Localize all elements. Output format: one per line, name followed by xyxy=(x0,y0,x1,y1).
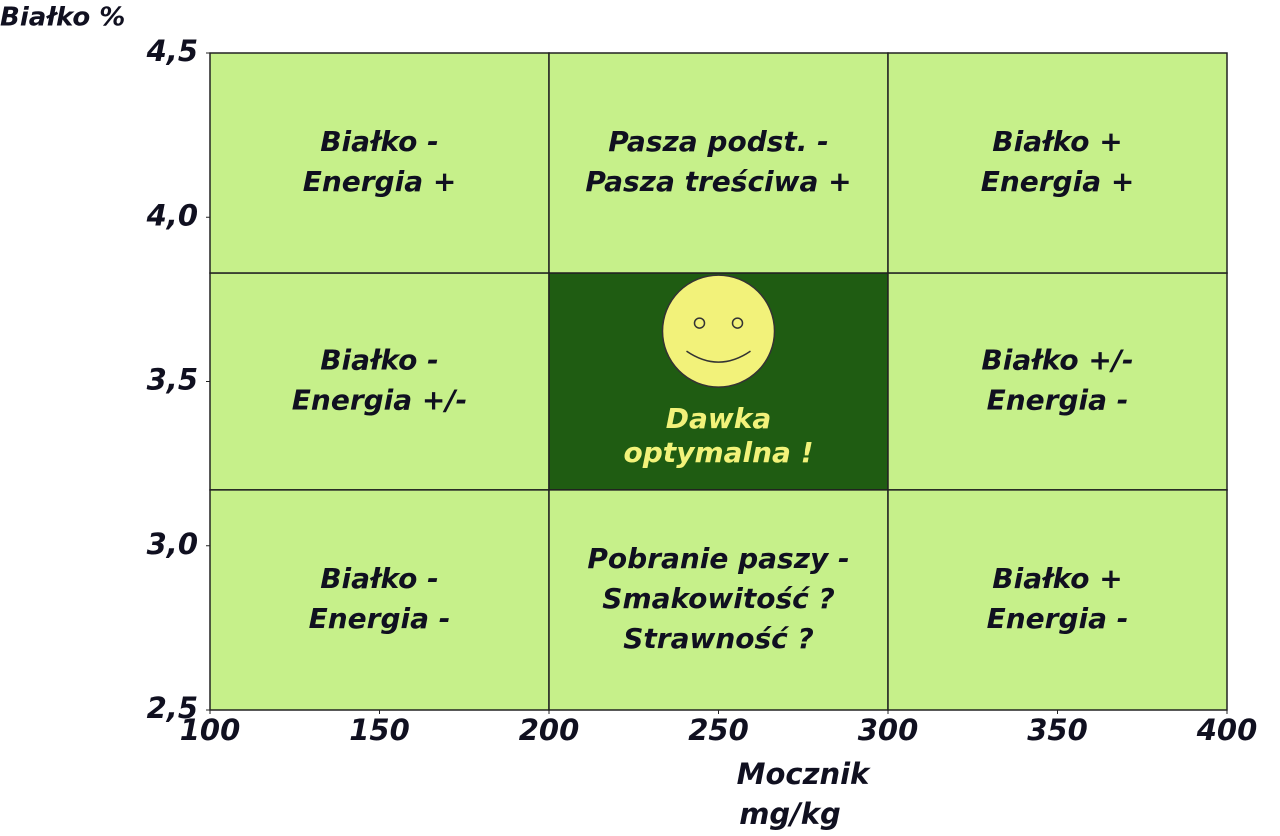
region-label: Białko - xyxy=(320,344,439,377)
region-label: Białko +/- xyxy=(981,344,1133,377)
smiley-eye xyxy=(731,317,744,329)
region xyxy=(887,272,1228,491)
region xyxy=(548,52,889,274)
x-tick-label: 350 xyxy=(1027,713,1088,747)
y-axis-title: Białko % xyxy=(0,3,125,33)
x-tick-label: 300 xyxy=(858,713,919,747)
x-tick-label: 250 xyxy=(688,713,749,747)
region-label: Energia +/- xyxy=(292,384,467,417)
region-label: Energia + xyxy=(981,165,1135,198)
region xyxy=(209,272,550,491)
region-label: Dawka xyxy=(666,402,772,435)
region-label: Pobranie paszy - xyxy=(587,542,849,575)
x-tick-label: 150 xyxy=(349,713,410,747)
y-tick-label: 2,5 xyxy=(147,691,198,725)
region xyxy=(209,489,550,711)
region-label: Smakowitość ? xyxy=(602,582,834,615)
region-label: Pasza podst. - xyxy=(608,125,829,158)
region-label: Białko - xyxy=(320,562,439,595)
y-tick-label: 4,5 xyxy=(146,34,198,68)
region xyxy=(887,489,1228,711)
y-tick-label: 3,5 xyxy=(147,363,198,397)
region-label: Strawność ? xyxy=(623,622,814,655)
smiley-mouth xyxy=(686,350,751,363)
x-tick-label: 100 xyxy=(180,713,241,747)
region-label: Energia - xyxy=(987,602,1129,635)
y-tick-label: 4,0 xyxy=(146,198,198,232)
region-label: Białko - xyxy=(320,125,439,158)
smiley-eye xyxy=(693,317,706,329)
region-label: Energia - xyxy=(987,384,1129,417)
region-label: Białko + xyxy=(992,125,1122,158)
region xyxy=(209,52,550,274)
region-label: Pasza treściwa + xyxy=(585,165,851,198)
region xyxy=(887,52,1228,274)
region-label: optymalna ! xyxy=(624,436,814,469)
region-label: Energia - xyxy=(309,602,451,635)
x-tick-label: 200 xyxy=(519,713,580,747)
x-axis-title: Mocznik xyxy=(737,757,871,791)
x-axis-title: mg/kg xyxy=(739,797,841,831)
x-tick-label: 400 xyxy=(1196,713,1258,747)
region-label: Białko + xyxy=(992,562,1122,595)
smiley-face xyxy=(661,274,776,388)
y-tick-label: 3,0 xyxy=(147,527,198,561)
region xyxy=(548,489,889,711)
region-label: Energia + xyxy=(303,165,457,198)
